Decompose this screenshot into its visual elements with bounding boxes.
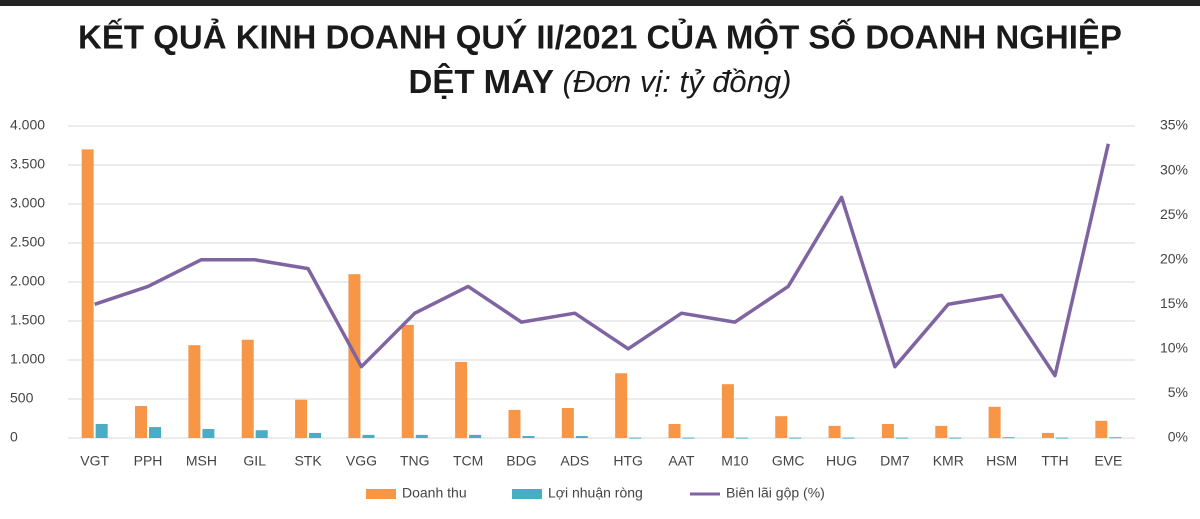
x-tick-label: ADS: [560, 453, 589, 469]
x-tick-label: BDG: [506, 453, 536, 469]
bar: [842, 437, 855, 439]
bar: [1002, 437, 1015, 439]
bar: [295, 399, 308, 438]
y-tick-label: 1.500: [10, 312, 45, 328]
x-tick-label: AAT: [668, 453, 695, 469]
y-tick-label: 2.000: [10, 273, 45, 289]
bar: [362, 434, 375, 438]
y2-tick-label: 35%: [1160, 117, 1188, 133]
bar: [149, 427, 162, 438]
y-tick-label: 500: [10, 390, 34, 406]
x-tick-label: TTH: [1041, 453, 1068, 469]
y-tick-label: 3.000: [10, 195, 45, 211]
x-tick-label: KMR: [933, 453, 964, 469]
bar: [668, 423, 681, 438]
bar: [415, 434, 428, 438]
bar: [508, 409, 521, 438]
legend-label: Lợi nhuận ròng: [548, 485, 643, 501]
bar: [629, 437, 642, 439]
x-tick-label: GMC: [772, 453, 805, 469]
bar: [949, 437, 962, 439]
bar: [135, 406, 148, 438]
top-bar: [0, 0, 1200, 6]
y-tick-label: 1.000: [10, 351, 45, 367]
x-tick-label: HTG: [613, 453, 643, 469]
y2-tick-label: 25%: [1160, 206, 1188, 222]
chart-title: DỆT MAY: [409, 63, 554, 100]
bar: [1055, 437, 1068, 439]
bar: [615, 373, 628, 438]
bar: [95, 423, 108, 438]
x-tick-label: EVE: [1094, 453, 1122, 469]
x-tick-label: DM7: [880, 453, 910, 469]
x-tick-label: PPH: [134, 453, 163, 469]
bar: [575, 436, 588, 438]
bar: [455, 361, 468, 438]
y2-tick-label: 5%: [1168, 384, 1188, 400]
legend-swatch: [512, 489, 542, 499]
bar: [775, 416, 788, 438]
x-tick-label: HSM: [986, 453, 1017, 469]
bar: [522, 436, 535, 438]
chart-title-line2: DỆT MAY (Đơn vị: tỷ đồng): [409, 63, 792, 100]
chart-subtitle: (Đơn vị: tỷ đồng): [563, 64, 792, 99]
y2-tick-label: 30%: [1160, 161, 1188, 177]
bar: [561, 407, 574, 438]
bar: [1109, 437, 1122, 439]
y2-tick-label: 20%: [1160, 250, 1188, 266]
bar: [988, 406, 1001, 438]
bar: [895, 437, 908, 439]
bar: [935, 425, 948, 438]
x-tick-label: GIL: [243, 453, 266, 469]
bar: [881, 423, 894, 438]
x-tick-label: HUG: [826, 453, 857, 469]
chart-title: KẾT QUẢ KINH DOANH QUÝ II/2021 CỦA MỘT S…: [78, 18, 1122, 56]
bar: [789, 437, 802, 439]
x-tick-label: TNG: [400, 453, 430, 469]
bar: [721, 384, 734, 438]
y-tick-label: 3.500: [10, 156, 45, 172]
x-tick-label: MSH: [186, 453, 217, 469]
x-tick-label: M10: [721, 453, 748, 469]
y-tick-label: 0: [10, 429, 18, 445]
x-tick-label: STK: [294, 453, 322, 469]
bar: [202, 429, 215, 438]
x-tick-label: VGT: [80, 453, 109, 469]
bar: [81, 149, 94, 438]
bar: [1095, 420, 1108, 438]
bar: [828, 425, 841, 438]
legend-label: Biên lãi gộp (%): [726, 485, 825, 501]
legend-label: Doanh thu: [402, 485, 467, 501]
y-tick-label: 4.000: [10, 117, 45, 133]
bar: [401, 324, 414, 438]
bar: [188, 345, 201, 438]
y2-tick-label: 0%: [1168, 429, 1188, 445]
bar: [241, 339, 254, 438]
y-tick-label: 2.500: [10, 234, 45, 250]
y2-tick-label: 15%: [1160, 295, 1188, 311]
x-tick-label: VGG: [346, 453, 377, 469]
y2-tick-label: 10%: [1160, 340, 1188, 356]
bar: [682, 437, 695, 439]
legend-swatch: [366, 489, 396, 499]
bar: [735, 437, 748, 439]
x-tick-label: TCM: [453, 453, 483, 469]
bar: [255, 430, 268, 438]
line: [94, 143, 1111, 378]
bar: [1041, 432, 1054, 438]
bar: [309, 432, 322, 438]
bar: [469, 434, 482, 438]
